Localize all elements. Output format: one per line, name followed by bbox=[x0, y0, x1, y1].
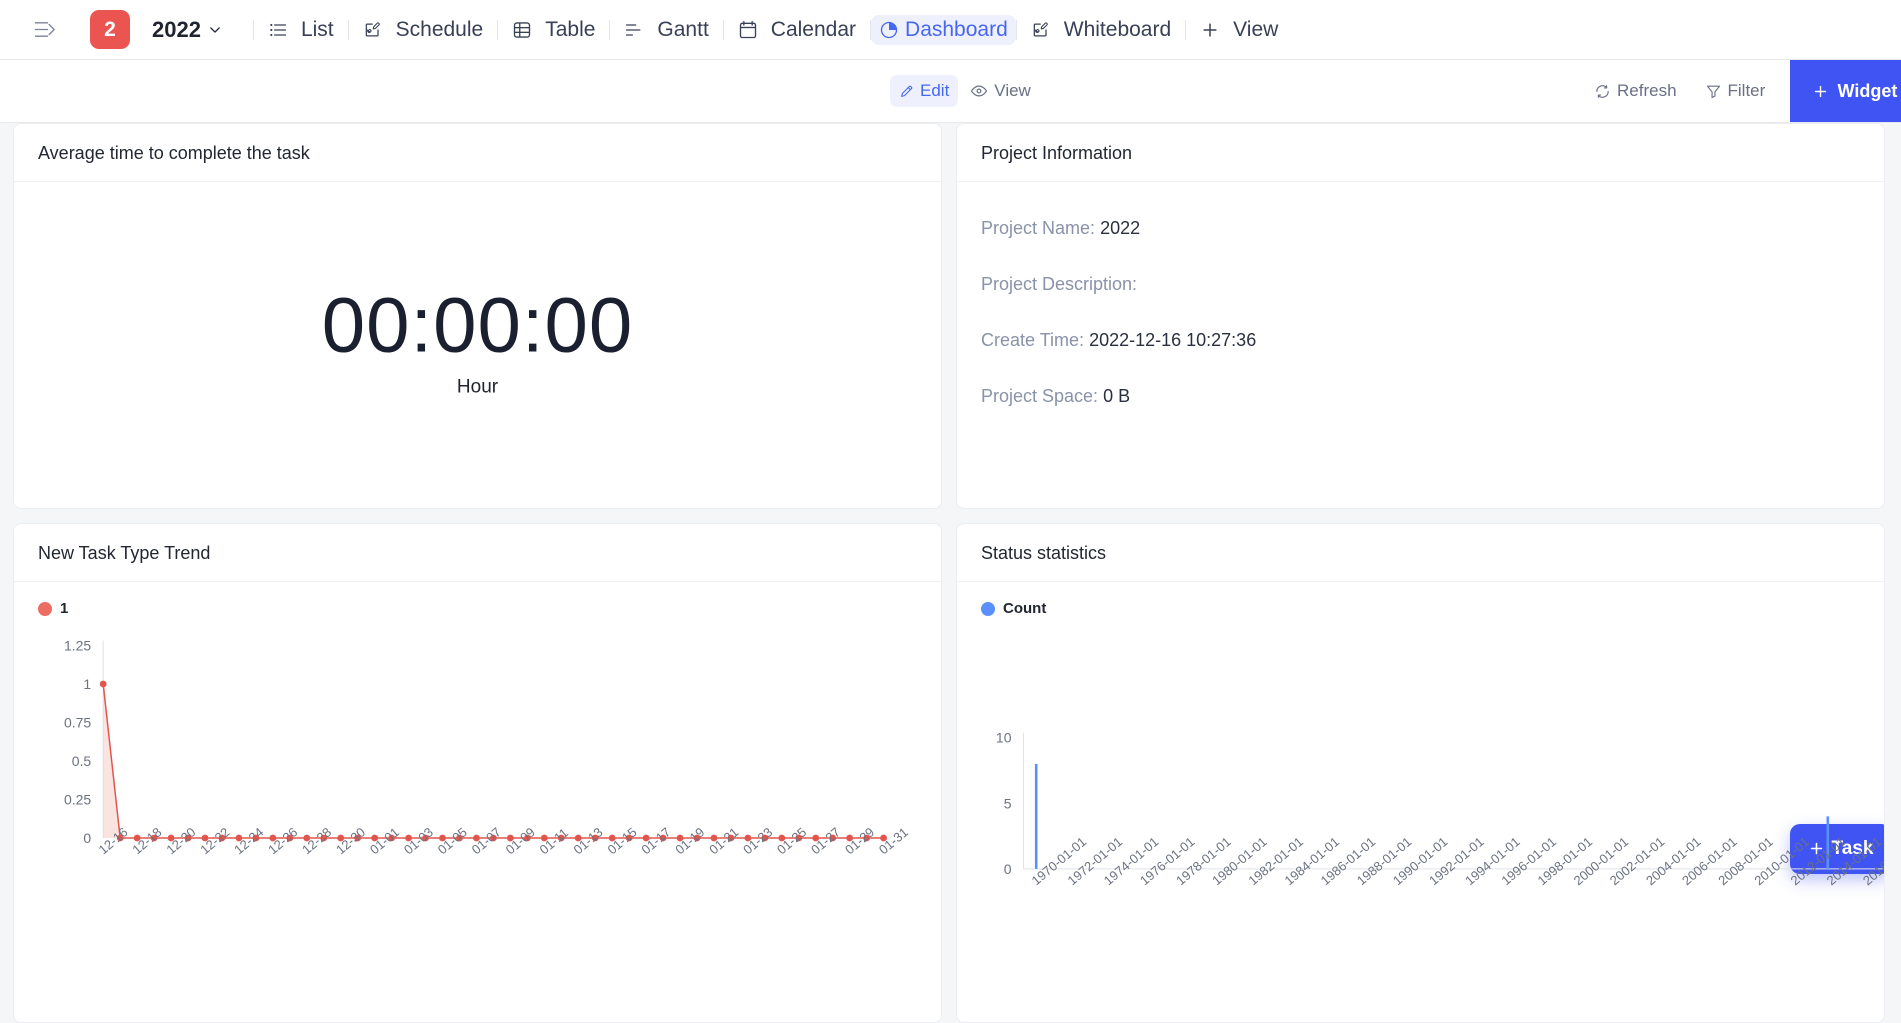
svg-text:1: 1 bbox=[83, 676, 91, 692]
svg-text:01-13: 01-13 bbox=[570, 824, 605, 857]
svg-text:01-01: 01-01 bbox=[367, 824, 402, 857]
svg-text:12-18: 12-18 bbox=[129, 824, 164, 857]
svg-text:01-11: 01-11 bbox=[537, 825, 571, 857]
svg-text:01-25: 01-25 bbox=[774, 824, 809, 857]
svg-text:01-21: 01-21 bbox=[706, 824, 741, 857]
svg-text:12-30: 12-30 bbox=[333, 824, 368, 857]
svg-text:01-31: 01-31 bbox=[876, 824, 911, 857]
svg-text:01-09: 01-09 bbox=[503, 824, 538, 857]
svg-text:01-27: 01-27 bbox=[808, 824, 843, 857]
svg-text:01-29: 01-29 bbox=[842, 824, 877, 857]
svg-text:12-24: 12-24 bbox=[231, 824, 266, 857]
svg-text:01-17: 01-17 bbox=[638, 824, 673, 857]
svg-text:10: 10 bbox=[996, 730, 1012, 746]
svg-text:0: 0 bbox=[83, 830, 91, 846]
svg-text:12-22: 12-22 bbox=[197, 824, 232, 857]
svg-text:1.25: 1.25 bbox=[64, 638, 91, 654]
svg-text:01-05: 01-05 bbox=[435, 824, 470, 857]
svg-text:01-15: 01-15 bbox=[604, 824, 639, 857]
svg-text:0.25: 0.25 bbox=[64, 792, 91, 808]
svg-text:12-26: 12-26 bbox=[265, 824, 300, 857]
svg-text:0.75: 0.75 bbox=[64, 715, 91, 731]
svg-text:12-28: 12-28 bbox=[299, 824, 334, 857]
svg-text:01-03: 01-03 bbox=[401, 824, 436, 857]
svg-text:01-23: 01-23 bbox=[740, 824, 775, 857]
svg-text:01-07: 01-07 bbox=[469, 824, 504, 857]
svg-text:12-20: 12-20 bbox=[163, 824, 198, 857]
svg-text:0.5: 0.5 bbox=[72, 753, 92, 769]
svg-text:5: 5 bbox=[1004, 795, 1012, 811]
svg-text:01-19: 01-19 bbox=[672, 824, 707, 857]
svg-text:0: 0 bbox=[1004, 861, 1012, 877]
